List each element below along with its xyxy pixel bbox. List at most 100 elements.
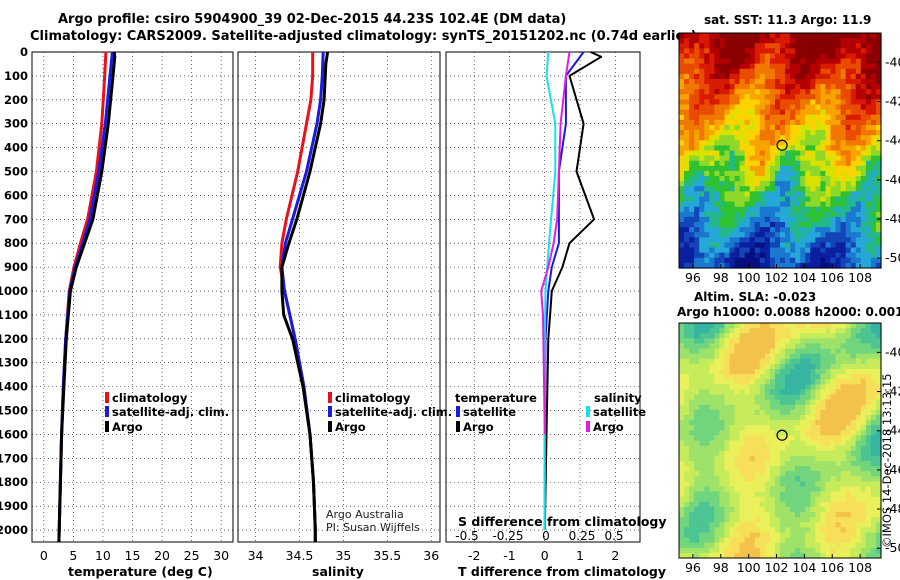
map-cell bbox=[875, 374, 882, 380]
map-cell bbox=[719, 252, 726, 259]
map-cell bbox=[774, 242, 781, 249]
map-cell bbox=[684, 63, 690, 70]
map-cell bbox=[820, 486, 827, 493]
map-cell bbox=[694, 343, 700, 350]
map-cell bbox=[850, 124, 857, 131]
map-cell bbox=[805, 394, 811, 401]
map-cell bbox=[709, 262, 715, 269]
map-cell bbox=[724, 420, 731, 426]
map-cell bbox=[769, 160, 776, 167]
map-cell bbox=[875, 114, 882, 121]
map-cell bbox=[769, 206, 776, 213]
map-cell bbox=[679, 247, 685, 254]
map-cell bbox=[739, 389, 746, 396]
map-cell bbox=[785, 43, 791, 49]
map-cell bbox=[820, 512, 827, 518]
map-cell bbox=[845, 348, 852, 355]
map-cell bbox=[684, 94, 690, 101]
map-cell bbox=[769, 150, 776, 157]
x-tick-label: 5 bbox=[69, 548, 77, 563]
map-cell bbox=[744, 537, 751, 544]
map-cell bbox=[719, 130, 726, 136]
map-cell bbox=[795, 506, 801, 513]
map-cell bbox=[785, 53, 791, 60]
map-cell bbox=[855, 486, 862, 493]
map-cell bbox=[795, 78, 801, 85]
map-cell bbox=[790, 517, 796, 523]
map-cell bbox=[689, 353, 695, 360]
map-cell bbox=[754, 353, 761, 360]
map-cell bbox=[709, 206, 715, 213]
map-cell bbox=[734, 38, 741, 44]
map-cell bbox=[694, 89, 700, 95]
map-cell bbox=[820, 363, 827, 370]
map-cell bbox=[850, 206, 857, 213]
map-cell bbox=[810, 445, 816, 452]
map-cell bbox=[840, 145, 847, 152]
map-cell bbox=[805, 124, 811, 131]
map-cell bbox=[724, 160, 731, 167]
map-cell bbox=[855, 532, 862, 539]
map-cell bbox=[825, 114, 832, 121]
map-cell bbox=[795, 165, 801, 172]
map-cell bbox=[724, 460, 731, 467]
map-cell bbox=[744, 78, 751, 85]
map-cell bbox=[785, 532, 791, 539]
map-cell bbox=[729, 135, 736, 141]
map-cell bbox=[800, 435, 806, 442]
map-cell bbox=[820, 227, 827, 233]
map-cell bbox=[729, 328, 736, 334]
map-cell bbox=[840, 84, 847, 90]
map-cell bbox=[845, 491, 852, 498]
map-cell bbox=[850, 440, 857, 447]
x-tick-label: 10 bbox=[95, 548, 111, 563]
map-cell bbox=[774, 348, 781, 355]
map-cell bbox=[699, 63, 705, 70]
map-cell bbox=[724, 481, 731, 488]
map-cell bbox=[790, 135, 796, 141]
map-cell bbox=[694, 232, 700, 238]
map-cell bbox=[694, 186, 700, 192]
map-cell bbox=[749, 409, 756, 416]
map-cell bbox=[679, 252, 685, 259]
map-cell bbox=[870, 68, 877, 75]
map-cell bbox=[719, 237, 726, 244]
map-cell bbox=[805, 135, 811, 141]
map-cell bbox=[850, 78, 857, 85]
map-cell bbox=[719, 323, 726, 329]
map-cell bbox=[684, 155, 690, 162]
map-cell bbox=[825, 547, 832, 554]
map-cell bbox=[749, 532, 756, 539]
map-cell bbox=[830, 114, 837, 121]
map-cell bbox=[729, 140, 736, 146]
map-cell bbox=[785, 501, 791, 508]
map-cell bbox=[850, 257, 857, 264]
map-cell bbox=[694, 38, 700, 44]
map-cell bbox=[870, 491, 877, 498]
map-cell bbox=[790, 73, 796, 80]
map-cell bbox=[805, 84, 811, 90]
map-cell bbox=[855, 145, 862, 152]
map-cell bbox=[744, 155, 751, 162]
map-cell bbox=[840, 232, 847, 238]
map-cell bbox=[850, 247, 857, 254]
map-cell bbox=[764, 430, 771, 436]
map-cell bbox=[800, 384, 806, 391]
map-cell bbox=[724, 84, 731, 90]
map-cell bbox=[734, 517, 741, 523]
map-cell bbox=[759, 135, 766, 141]
map-cell bbox=[724, 150, 731, 157]
map-cell bbox=[774, 160, 781, 167]
map-cell bbox=[805, 119, 811, 126]
map-cell bbox=[870, 399, 877, 406]
map-cell bbox=[774, 94, 781, 101]
map-cell bbox=[729, 496, 736, 503]
map-cell bbox=[820, 440, 827, 447]
map-cell bbox=[825, 140, 832, 146]
map-cell bbox=[729, 160, 736, 167]
map-cell bbox=[870, 176, 877, 182]
map-cell bbox=[759, 242, 766, 249]
map-cell bbox=[769, 435, 776, 442]
map-cell bbox=[684, 501, 690, 508]
map-cell bbox=[734, 532, 741, 539]
